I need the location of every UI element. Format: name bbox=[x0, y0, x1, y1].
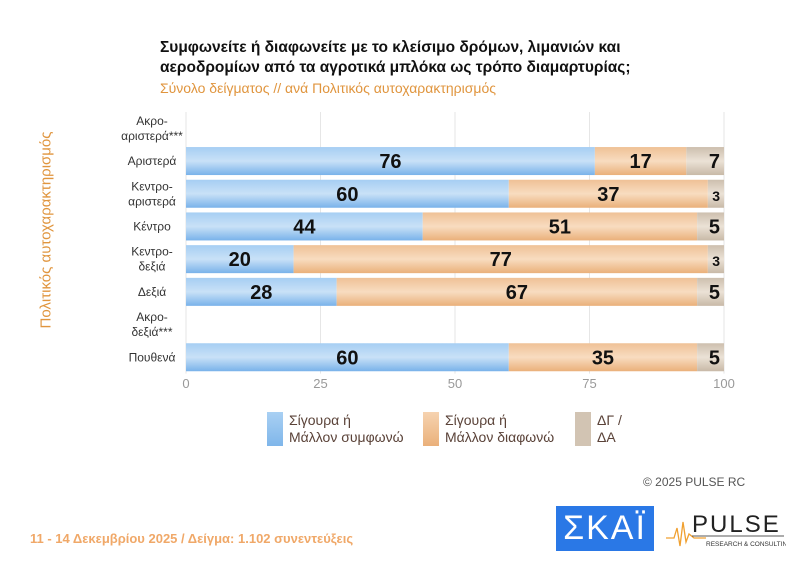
legend-label: Μάλλον διαφωνώ bbox=[445, 429, 555, 445]
bar-segment bbox=[707, 245, 724, 274]
bar-segment bbox=[508, 343, 698, 372]
y-tick-label: δεξιά bbox=[138, 260, 165, 274]
data-label: 77 bbox=[490, 249, 512, 271]
pulse-logo: PULSE RESEARCH & CONSULTING bbox=[666, 511, 786, 548]
data-label: 20 bbox=[229, 249, 251, 271]
y-tick-label: αριστερά*** bbox=[121, 129, 183, 143]
data-label: 44 bbox=[293, 216, 316, 238]
data-label: 60 bbox=[336, 184, 358, 206]
stacked-bar-chart: 0 25 50 75 100 Ακρο-αριστερά*** Αριστερά 76 17 7 Κ… bbox=[121, 112, 735, 391]
data-label: 76 bbox=[379, 151, 401, 173]
legend-label: ΔΑ bbox=[597, 429, 616, 445]
data-label: 37 bbox=[597, 184, 619, 206]
y-tick-label: Πουθενά bbox=[129, 350, 176, 364]
data-label: 3 bbox=[712, 188, 720, 204]
data-label: 7 bbox=[709, 151, 720, 173]
data-label: 51 bbox=[549, 216, 571, 238]
y-tick-label: Δεξιά bbox=[138, 285, 166, 299]
svg-text:RESEARCH & CONSULTING: RESEARCH & CONSULTING bbox=[706, 541, 786, 548]
x-tick-label: 25 bbox=[313, 376, 327, 391]
bar-segment bbox=[697, 277, 724, 306]
y-tick-label: Ακρο- bbox=[136, 310, 168, 324]
y-tick-label: αριστερά bbox=[128, 194, 176, 208]
legend-disagree: Σίγουρα ή Μάλλον διαφωνώ bbox=[423, 412, 554, 446]
y-tick-label: Κέντρο bbox=[133, 219, 171, 233]
y-tick-label: Κεντρο- bbox=[131, 245, 173, 259]
bar-segment bbox=[707, 179, 724, 208]
y-tick-label: Κεντρο- bbox=[131, 179, 173, 193]
data-label: 28 bbox=[250, 282, 272, 304]
bar-segment bbox=[697, 212, 724, 241]
title-line-1: Συμφωνείτε ή διαφωνείτε με το κλείσιμο δ… bbox=[160, 39, 621, 56]
data-label: 5 bbox=[709, 282, 720, 304]
bar-segment bbox=[508, 179, 708, 208]
bar-segment bbox=[594, 147, 687, 176]
data-label: 35 bbox=[592, 347, 614, 369]
bar-segment bbox=[697, 343, 724, 372]
legend-label: ΔΓ / bbox=[597, 412, 622, 428]
chart-title: Συμφωνείτε ή διαφωνείτε με το κλείσιμο δ… bbox=[160, 38, 680, 78]
data-label: 17 bbox=[629, 151, 651, 173]
bar-segment bbox=[186, 212, 423, 241]
legend-label: Σίγουρα ή bbox=[445, 412, 507, 428]
bar-segment bbox=[422, 212, 698, 241]
bar-segment bbox=[186, 147, 595, 176]
chart-subtitle: Σύνολο δείγματος // ανά Πολιτικός αυτοχα… bbox=[160, 80, 496, 96]
legend-dk: ΔΓ / ΔΑ bbox=[575, 412, 622, 446]
svg-text:PULSE: PULSE bbox=[692, 511, 781, 538]
legend-agree: Σίγουρα ή Μάλλον συμφωνώ bbox=[267, 412, 404, 446]
x-tick-label: 75 bbox=[582, 376, 596, 391]
y-tick-label: δεξιά*** bbox=[131, 325, 172, 339]
bar-segment bbox=[186, 245, 294, 274]
legend-swatch-disagree bbox=[423, 412, 439, 446]
bar-segment bbox=[686, 147, 724, 176]
data-label: 5 bbox=[709, 216, 720, 238]
legend-label: Σίγουρα ή bbox=[289, 412, 351, 428]
x-tick-label: 100 bbox=[713, 376, 735, 391]
legend-swatch-dk bbox=[575, 412, 591, 446]
title-line-2: αεροδρομίων από τα αγροτικά μπλόκα ως τρ… bbox=[160, 59, 631, 76]
footer-note: 11 - 14 Δεκεμβρίου 2025 / Δείγμα: 1.102 … bbox=[30, 531, 354, 546]
y-tick-label: Αριστερά bbox=[128, 154, 177, 168]
x-tick-label: 50 bbox=[448, 376, 462, 391]
legend-label: Μάλλον συμφωνώ bbox=[289, 429, 404, 445]
bar-segment bbox=[186, 277, 337, 306]
bar-segment bbox=[293, 245, 708, 274]
bar-segment bbox=[336, 277, 698, 306]
data-label: 5 bbox=[709, 347, 720, 369]
skai-logo: ΣΚΑΪ bbox=[556, 506, 654, 551]
data-label: 67 bbox=[506, 282, 528, 304]
y-tick-label: Ακρο- bbox=[136, 114, 168, 128]
bar-segment bbox=[186, 343, 509, 372]
data-label: 60 bbox=[336, 347, 358, 369]
x-tick-label: 0 bbox=[182, 376, 189, 391]
legend-swatch-agree bbox=[267, 412, 283, 446]
bar-segment bbox=[186, 179, 509, 208]
data-label: 3 bbox=[712, 253, 720, 269]
copyright: © 2025 PULSE RC bbox=[643, 475, 746, 489]
